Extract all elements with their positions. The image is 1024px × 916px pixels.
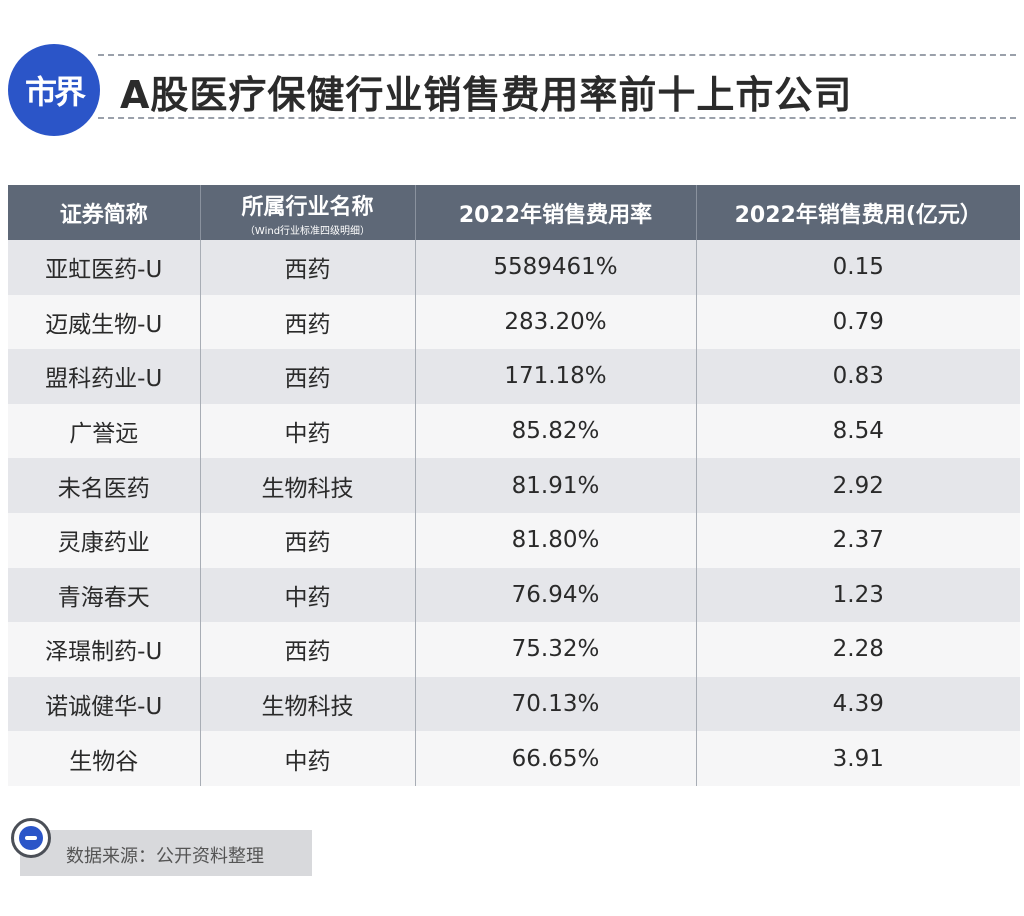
cell-sales-expense-ratio: 81.91% <box>415 458 697 513</box>
table-row: 广誉远 中药 85.82% 8.54 <box>8 403 1020 459</box>
cell-sales-expense-ratio: 5589461% <box>415 240 697 295</box>
cell-sales-expense: 0.15 <box>696 240 1020 295</box>
cell-sales-expense: 1.23 <box>696 567 1020 623</box>
cell-security-name: 灵康药业 <box>8 512 201 568</box>
cell-security-name: 亚虹医药-U <box>8 240 201 295</box>
cell-sales-expense-ratio: 76.94% <box>415 567 697 623</box>
table-row: 生物谷 中药 66.65% 3.91 <box>8 731 1020 786</box>
table-row: 迈威生物-U 西药 283.20% 0.79 <box>8 294 1020 350</box>
cell-sales-expense-ratio: 70.13% <box>415 676 697 732</box>
title-divider-top <box>98 54 1016 56</box>
cell-sales-expense: 8.54 <box>696 403 1020 459</box>
table-row: 诺诚健华-U 生物科技 70.13% 4.39 <box>8 676 1020 732</box>
table-header-row: 证券简称 所属行业名称 （Wind行业标准四级明细） 2022年销售费用率 202… <box>8 185 1020 240</box>
cell-sales-expense-ratio: 283.20% <box>415 294 697 350</box>
cell-security-name: 盟科药业-U <box>8 349 201 404</box>
column-header-industry: 所属行业名称 （Wind行业标准四级明细） <box>200 185 416 240</box>
table-row: 青海春天 中药 76.94% 1.23 <box>8 567 1020 623</box>
cell-industry: 西药 <box>200 240 416 295</box>
cell-industry: 中药 <box>200 567 416 623</box>
table-row: 亚虹医药-U 西药 5589461% 0.15 <box>8 240 1020 295</box>
cell-industry: 生物科技 <box>200 676 416 732</box>
cell-industry: 西药 <box>200 622 416 677</box>
column-header-sales-expense-ratio: 2022年销售费用率 <box>415 185 697 240</box>
source-text: 数据来源：公开资料整理 <box>66 846 264 867</box>
cell-industry: 生物科技 <box>200 458 416 513</box>
cell-sales-expense-ratio: 75.32% <box>415 622 697 677</box>
cell-sales-expense: 2.28 <box>696 622 1020 677</box>
cell-industry: 西药 <box>200 349 416 404</box>
column-header-industry-note: （Wind行业标准四级明细） <box>244 225 371 237</box>
cell-security-name: 广誉远 <box>8 403 201 459</box>
title-divider-bottom <box>98 117 1016 119</box>
table-row: 泽璟制药-U 西药 75.32% 2.28 <box>8 622 1020 677</box>
cell-sales-expense: 2.37 <box>696 512 1020 568</box>
info-circle-icon <box>11 818 51 858</box>
table-row: 未名医药 生物科技 81.91% 2.92 <box>8 458 1020 513</box>
column-header-security-name: 证券简称 <box>8 185 201 240</box>
brand-logo: 市界 <box>8 44 100 136</box>
cell-security-name: 青海春天 <box>8 567 201 623</box>
data-table: 证券简称 所属行业名称 （Wind行业标准四级明细） 2022年销售费用率 202… <box>8 185 1020 786</box>
table-row: 灵康药业 西药 81.80% 2.37 <box>8 512 1020 568</box>
cell-sales-expense-ratio: 171.18% <box>415 349 697 404</box>
cell-industry: 中药 <box>200 403 416 459</box>
cell-sales-expense: 2.92 <box>696 458 1020 513</box>
cell-security-name: 诺诚健华-U <box>8 676 201 732</box>
cell-security-name: 生物谷 <box>8 731 201 786</box>
cell-security-name: 未名医药 <box>8 458 201 513</box>
cell-industry: 西药 <box>200 294 416 350</box>
cell-sales-expense: 4.39 <box>696 676 1020 732</box>
cell-security-name: 迈威生物-U <box>8 294 201 350</box>
brand-logo-text: 市界 <box>24 73 86 111</box>
cell-sales-expense: 3.91 <box>696 731 1020 786</box>
cell-security-name: 泽璟制药-U <box>8 622 201 677</box>
cell-sales-expense-ratio: 66.65% <box>415 731 697 786</box>
page-title: A股医疗保健行业销售费用率前十上市公司 <box>120 73 853 117</box>
cell-industry: 中药 <box>200 731 416 786</box>
cell-sales-expense-ratio: 81.80% <box>415 512 697 568</box>
cell-industry: 西药 <box>200 512 416 568</box>
column-header-sales-expense: 2022年销售费用(亿元） <box>696 185 1020 240</box>
source-note: 数据来源：公开资料整理 <box>20 830 312 876</box>
cell-sales-expense-ratio: 85.82% <box>415 403 697 459</box>
table-row: 盟科药业-U 西药 171.18% 0.83 <box>8 349 1020 404</box>
cell-sales-expense: 0.79 <box>696 294 1020 350</box>
cell-sales-expense: 0.83 <box>696 349 1020 404</box>
